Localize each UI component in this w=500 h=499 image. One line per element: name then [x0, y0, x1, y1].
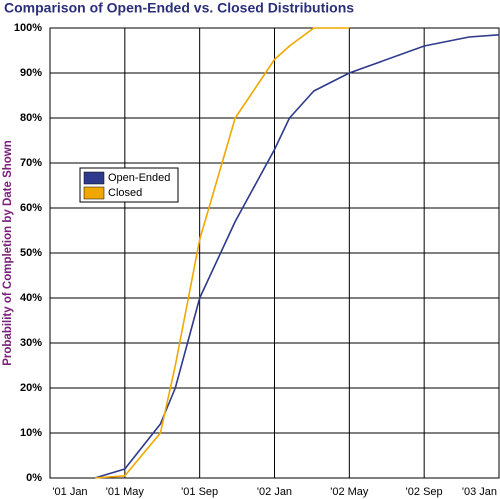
x-tick-label: '03 Jan [462, 486, 497, 498]
series-line [94, 34, 500, 479]
y-tick-label: 80% [20, 112, 42, 124]
x-tick-label: '01 May [106, 486, 145, 498]
y-tick-label: 0% [26, 472, 42, 484]
legend-label: Open-Ended [108, 172, 170, 184]
y-tick-label: 90% [20, 67, 42, 79]
y-tick-label: 60% [20, 202, 42, 214]
legend-swatch [83, 186, 105, 200]
x-tick-label: '02 Jan [257, 486, 292, 498]
y-tick-label: 50% [20, 247, 42, 259]
legend-swatch [83, 171, 105, 185]
y-tick-label: 40% [20, 292, 42, 304]
y-tick-label: 30% [20, 337, 42, 349]
x-tick-label: '02 Sep [406, 486, 443, 498]
y-tick-label: 10% [20, 427, 42, 439]
series-line [94, 27, 350, 479]
x-tick-label: '02 May [330, 486, 369, 498]
x-tick-label: '01 Jan [52, 486, 87, 498]
legend-label: Closed [108, 187, 142, 199]
x-tick-label: '01 Sep [181, 486, 218, 498]
y-tick-label: 100% [14, 22, 42, 34]
y-tick-label: 20% [20, 382, 42, 394]
y-tick-label: 70% [20, 157, 42, 169]
chart-title: Comparison of Open-Ended vs. Closed Dist… [4, 0, 354, 16]
y-axis-label: Probability of Completion by Date Shown [2, 140, 14, 366]
